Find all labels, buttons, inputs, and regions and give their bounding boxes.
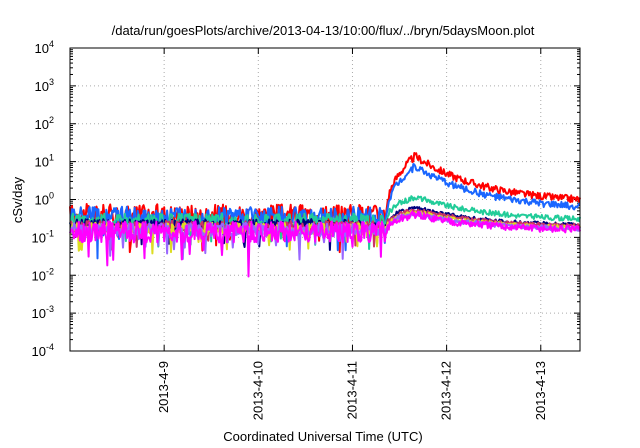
series-line: [69, 210, 581, 278]
x-tick-label: 2013-4-9: [156, 361, 171, 413]
y-tick-label: 101: [35, 153, 54, 170]
x-axis-label: Coordinated Universal Time (UTC): [223, 429, 422, 444]
y-tick-label: 104: [35, 39, 54, 56]
plot-frame: [69, 47, 581, 352]
y-tick-label: 10-1: [32, 228, 54, 245]
x-tick-label: 2013-4-11: [344, 361, 359, 419]
y-tick-label: 103: [35, 77, 54, 94]
x-tick-labels: 2013-4-9 2013-4-10 2013-4-11 2013-4-12 2013-…: [156, 361, 548, 420]
x-tick-label: 2013-4-10: [250, 361, 265, 420]
y-tick-label: 10-2: [32, 266, 54, 283]
y-tick-label: 100: [35, 191, 54, 208]
series-lines: [69, 152, 581, 278]
y-tick-label: 102: [35, 115, 54, 132]
x-tick-label: 2013-4-13: [533, 361, 548, 420]
x-tick-label: 2013-4-12: [439, 361, 454, 420]
y-tick-label: 10-4: [32, 342, 54, 359]
chart-title: /data/run/goesPlots/archive/2013-04-13/1…: [112, 23, 535, 38]
y-tick-label: 10-3: [32, 304, 54, 321]
y-tick-labels: 104 103 102 101 100 10-1 10-2 10-3 10-4: [32, 39, 54, 359]
y-axis-label: cSv/day: [10, 176, 25, 223]
